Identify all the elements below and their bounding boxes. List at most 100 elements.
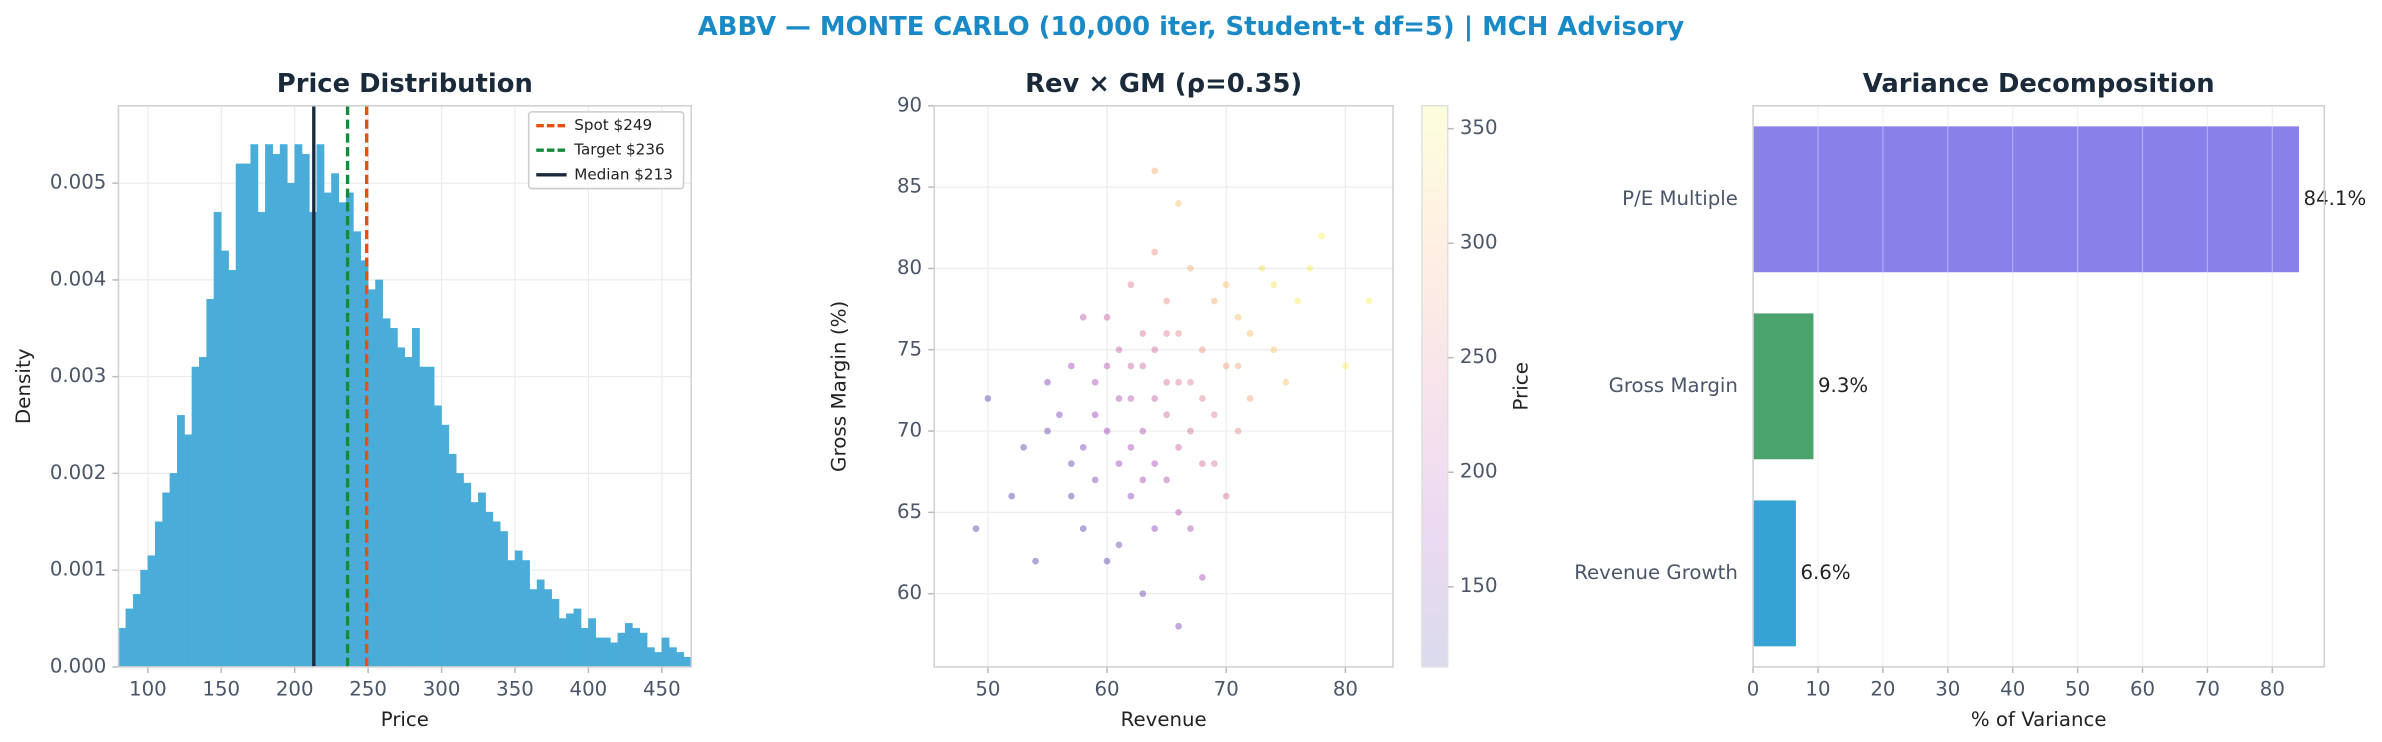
histogram-bar <box>529 589 538 668</box>
scatter-point <box>1282 378 1290 386</box>
colorbar <box>1421 105 1449 668</box>
histogram-bar <box>676 652 685 668</box>
scatter-point <box>1163 476 1170 484</box>
scatter-point <box>1091 411 1099 419</box>
histogram-bar <box>265 144 273 668</box>
histogram-bar <box>507 560 516 668</box>
histogram-bar <box>470 502 479 668</box>
histogram-bar <box>639 632 648 668</box>
scatter-point <box>1127 492 1135 500</box>
x-tick-label: 300 <box>423 677 461 700</box>
x-tick-label: 100 <box>129 677 167 700</box>
scatter-point <box>1187 265 1194 272</box>
scatter-point <box>1234 427 1242 435</box>
legend-box <box>527 111 685 190</box>
histogram-bar <box>206 299 215 668</box>
x-tick-label: 250 <box>349 677 387 700</box>
x-tick-label: 10 <box>1805 677 1830 700</box>
scatter-point <box>984 395 992 402</box>
y-tick-label: 90 <box>897 93 922 116</box>
x-tick-label: 400 <box>570 677 608 700</box>
axes-frame <box>117 105 692 668</box>
histogram-bar <box>125 608 134 668</box>
bar <box>1753 500 1796 647</box>
colorbar-tick-label: 350 <box>1460 116 1498 139</box>
scatter-point <box>1103 427 1111 435</box>
histogram-bar <box>478 492 486 668</box>
histogram-bar <box>419 366 428 668</box>
histogram-bar <box>580 627 589 668</box>
scatter-point <box>1199 460 1206 467</box>
y-tick-label: 0.001 <box>50 558 107 581</box>
x-tick-label: 30 <box>1935 677 1960 700</box>
x-tick-label: 60 <box>1094 677 1119 700</box>
scatter-point <box>1139 590 1147 598</box>
scatter-point <box>1210 297 1218 305</box>
histogram-bar <box>294 144 303 668</box>
histogram-bar <box>353 231 362 668</box>
x-tick-label: 450 <box>643 677 681 700</box>
histogram-bar <box>397 347 406 668</box>
histogram-bar <box>654 652 663 668</box>
histogram-bar <box>433 405 442 668</box>
y-tick-label: 80 <box>897 256 922 279</box>
scatter-point <box>1270 281 1278 289</box>
histogram-bar <box>154 521 163 668</box>
scatter-point <box>1222 492 1230 500</box>
histogram-bar <box>162 492 171 668</box>
scatter-point <box>1056 411 1063 419</box>
scatter-point <box>1067 492 1075 500</box>
histogram-bar <box>331 173 339 668</box>
histogram-bar <box>301 153 310 668</box>
scatter-point <box>1127 281 1135 289</box>
scatter-point <box>1258 265 1266 272</box>
histogram-bar <box>184 434 193 668</box>
scatter-point <box>1139 427 1147 435</box>
histogram-bar <box>389 328 398 668</box>
histogram-bar <box>382 318 391 668</box>
colorbar-tick-label: 300 <box>1460 231 1498 254</box>
scatter-point <box>1342 362 1349 370</box>
x-tick-label: 40 <box>2000 677 2025 700</box>
scatter-point <box>1210 460 1218 467</box>
scatter-point <box>1222 362 1230 370</box>
scatter-point <box>1187 378 1194 386</box>
scatter-point <box>1199 346 1206 354</box>
x-tick-label: 150 <box>202 677 240 700</box>
scatter-point <box>1222 281 1230 289</box>
y-tick-label: 0.005 <box>50 171 107 194</box>
histogram-bar <box>646 647 655 668</box>
legend-label: Target $236 <box>573 141 664 159</box>
histogram-bar <box>235 163 244 668</box>
histogram-bar <box>566 613 574 668</box>
scatter-point <box>1199 395 1206 402</box>
histogram-bar <box>118 627 127 668</box>
histogram-bar <box>661 637 670 668</box>
histogram-bar <box>250 144 259 668</box>
scatter-point <box>1163 411 1170 419</box>
histogram-bar <box>456 473 464 668</box>
bar <box>1753 313 1814 460</box>
scatter-point <box>1091 378 1099 386</box>
histogram-bar <box>602 637 611 668</box>
scatter-point <box>1127 362 1135 370</box>
scatter-point <box>1175 199 1182 207</box>
scatter-point <box>1246 395 1254 402</box>
y-tick-label: 0.003 <box>50 364 107 387</box>
histogram-bar <box>411 328 420 668</box>
scatter-point <box>1306 265 1313 272</box>
x-axis-label: Revenue <box>1121 708 1207 731</box>
y-tick-label: 0.002 <box>50 461 107 484</box>
histogram-bar <box>441 424 450 668</box>
scatter-point <box>1079 443 1087 451</box>
x-tick-label: 50 <box>2065 677 2090 700</box>
histogram-bar <box>514 550 523 668</box>
axes-frame <box>1752 105 2326 668</box>
scatter-point <box>1175 622 1182 630</box>
scatter-point <box>1115 395 1123 402</box>
histogram-bar <box>375 279 384 668</box>
histogram-bar <box>338 202 347 668</box>
x-tick-label: 0 <box>1747 677 1760 700</box>
scatter-point <box>1175 378 1182 386</box>
